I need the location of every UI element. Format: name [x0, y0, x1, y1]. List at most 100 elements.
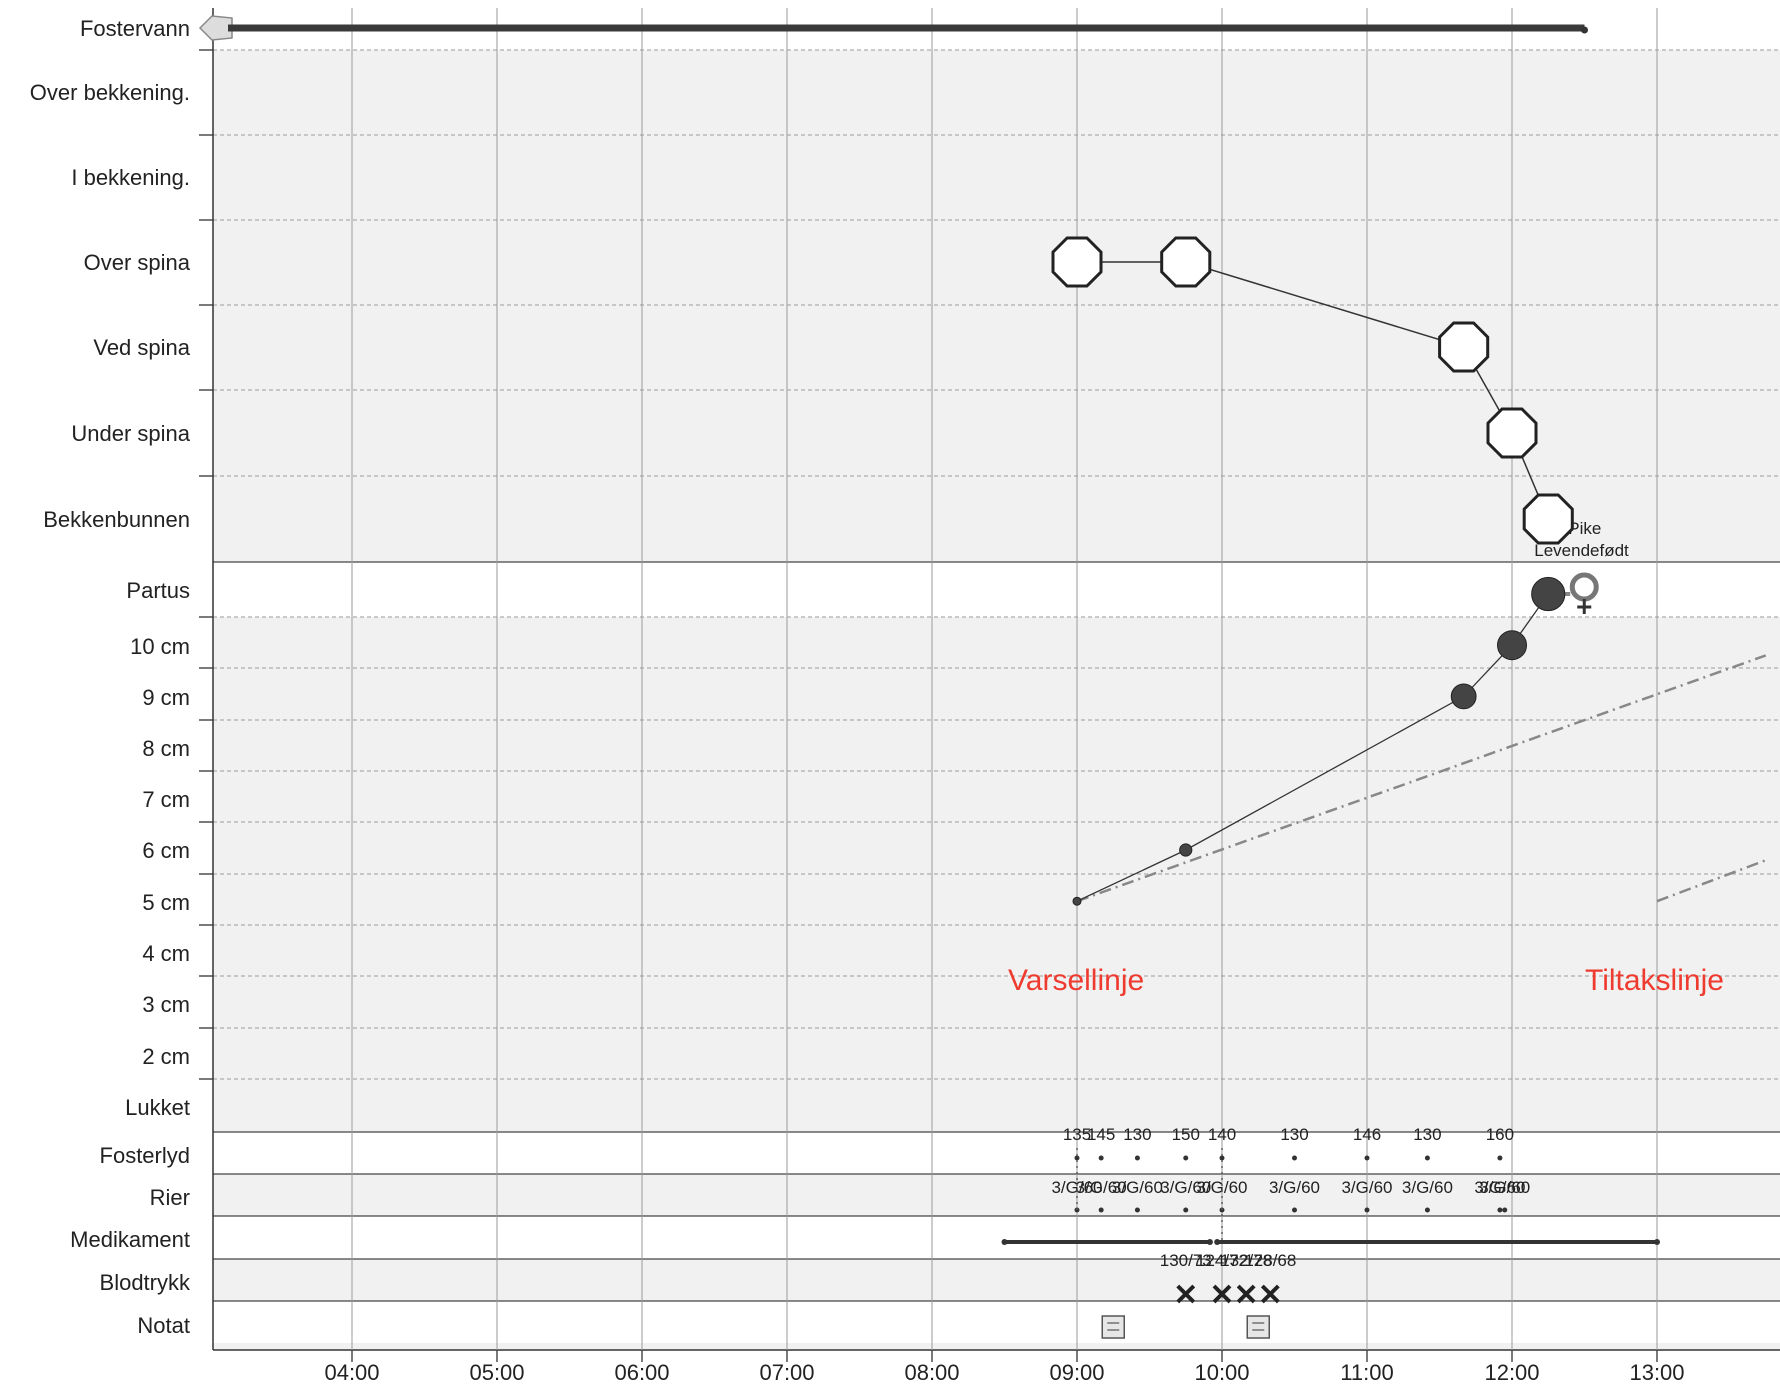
action-line: [1656, 859, 1767, 903]
fosterlyd-dot: [1424, 1155, 1430, 1161]
row-label-ved_spina: Ved spina: [93, 335, 190, 360]
row-label-notat: Notat: [137, 1313, 190, 1338]
fosterlyd-dot: [1219, 1155, 1225, 1161]
x-tick-label: 10:00: [1194, 1360, 1249, 1385]
dilation-point: [1072, 896, 1082, 906]
partus-label-2: Levendefødt: [1534, 541, 1629, 560]
x-tick-label: 05:00: [469, 1360, 524, 1385]
x-tick-label: 08:00: [904, 1360, 959, 1385]
row-label-over_bekkening: Over bekkening.: [30, 80, 190, 105]
descent-point: [1438, 321, 1490, 373]
x-tick-label: 11:00: [1340, 1360, 1393, 1385]
x-tick-label: 04:00: [324, 1360, 379, 1385]
rier-dot: [1364, 1207, 1370, 1213]
band-3: [213, 1259, 1780, 1301]
row-label-cm9: 9 cm: [142, 685, 190, 710]
rier-value: 3/G/60: [1479, 1178, 1530, 1197]
rier-dot: [1292, 1207, 1297, 1213]
row-label-medikament: Medikament: [70, 1227, 190, 1252]
descent-point: [1160, 236, 1212, 288]
blodtrykk-x-icon: [1236, 1284, 1256, 1304]
fosterlyd-dot: [1292, 1155, 1297, 1161]
rier-value: 3/G/60: [1474, 1178, 1525, 1197]
rier-value: 3/G/60: [1051, 1178, 1102, 1197]
fosterlyd-value: 130: [1280, 1125, 1308, 1144]
rier-value: 3/G/60: [1196, 1178, 1247, 1197]
medikament-start-dot: [1214, 1239, 1221, 1245]
row-label-cm2: 2 cm: [142, 1044, 190, 1069]
fosterlyd-value: 146: [1353, 1125, 1381, 1144]
note-icon: [1246, 1315, 1270, 1339]
blodtrykk-value: 124/72: [1196, 1251, 1248, 1270]
dilation-point: [1497, 630, 1527, 661]
row-label-cm10: 10 cm: [130, 634, 190, 659]
fostervann-arrow-icon: [198, 15, 233, 41]
rier-dot: [1502, 1207, 1508, 1213]
fosterlyd-dot: [1134, 1155, 1140, 1161]
rier-value: 3/G/60: [1402, 1178, 1453, 1197]
x-tick-label: 09:00: [1049, 1360, 1104, 1385]
fosterlyd-dot: [1074, 1155, 1080, 1161]
row-label-cm6: 6 cm: [142, 838, 190, 863]
x-tick-label: 06:00: [614, 1360, 669, 1385]
row-label-cm8: 8 cm: [142, 736, 190, 761]
fosterlyd-value: 135: [1063, 1125, 1091, 1144]
fosterlyd-dot: [1497, 1155, 1503, 1161]
row-label-cm7: 7 cm: [142, 787, 190, 812]
note-icon: [1101, 1315, 1125, 1339]
rier-dot: [1424, 1207, 1430, 1213]
blodtrykk-x-icon: [1176, 1284, 1196, 1304]
x-tick-label: 07:00: [759, 1360, 814, 1385]
row-label-bekkenbunnen: Bekkenbunnen: [43, 507, 190, 532]
rier-dot: [1098, 1207, 1104, 1213]
band-2: [213, 1174, 1780, 1216]
band-0: [213, 50, 1780, 562]
fosterlyd-dot: [1183, 1155, 1189, 1161]
dilation-point: [1450, 683, 1477, 710]
row-label-rier: Rier: [150, 1185, 190, 1210]
female-symbol-icon: [1569, 572, 1599, 602]
fosterlyd-value: 130: [1413, 1125, 1441, 1144]
descent-point: [1051, 236, 1103, 288]
fosterlyd-value: 150: [1172, 1125, 1200, 1144]
rier-value: 3/G/60: [1341, 1178, 1392, 1197]
row-label-i_bekkening: I bekkening.: [71, 165, 190, 190]
partus-label-1: Pike: [1568, 519, 1601, 538]
rier-value: 3/G/60: [1112, 1178, 1163, 1197]
row-label-partus: Partus: [126, 578, 190, 603]
fosterlyd-value: 140: [1208, 1125, 1236, 1144]
rier-dot: [1134, 1207, 1140, 1213]
alert-line: [1076, 654, 1767, 903]
row-label-lukket: Lukket: [125, 1095, 190, 1120]
dilation-point: [1531, 576, 1566, 612]
blodtrykk-x-icon: [1260, 1284, 1280, 1304]
row-label-cm4: 4 cm: [142, 941, 190, 966]
medikament-start-dot: [1001, 1239, 1008, 1245]
blodtrykk-x-icon: [1212, 1284, 1232, 1304]
blodtrykk-value: 130/73: [1160, 1251, 1212, 1270]
action-line-label: Tiltakslinje: [1585, 964, 1724, 997]
female-symbol-cross: [1577, 599, 1592, 614]
medikament-end-dot: [1654, 1239, 1660, 1245]
alert-line-label: Varsellinje: [1008, 964, 1144, 997]
medikament-end-dot: [1206, 1239, 1213, 1245]
descent-point: [1522, 493, 1574, 545]
fosterlyd-dot: [1098, 1155, 1104, 1161]
fosterlyd-value: 130: [1123, 1125, 1151, 1144]
row-label-over_spina: Over spina: [84, 250, 191, 275]
rier-dot: [1183, 1207, 1189, 1213]
blodtrykk-value: 128/68: [1244, 1251, 1296, 1270]
rier-value: 3/G/60: [1269, 1178, 1320, 1197]
fosterlyd-dot: [1364, 1155, 1370, 1161]
row-label-under_spina: Under spina: [71, 421, 190, 446]
fosterlyd-value: 145: [1087, 1125, 1115, 1144]
fosterlyd-value: 160: [1486, 1125, 1514, 1144]
fostervann-end-dot: [1581, 26, 1588, 34]
x-tick-label: 13:00: [1629, 1360, 1684, 1385]
row-label-cm3: 3 cm: [142, 992, 190, 1017]
dilation-point: [1179, 843, 1193, 857]
rier-value: 3/G/60: [1076, 1178, 1127, 1197]
rier-value: 3/G/60: [1160, 1178, 1211, 1197]
x-tick-label: 12:00: [1484, 1360, 1539, 1385]
